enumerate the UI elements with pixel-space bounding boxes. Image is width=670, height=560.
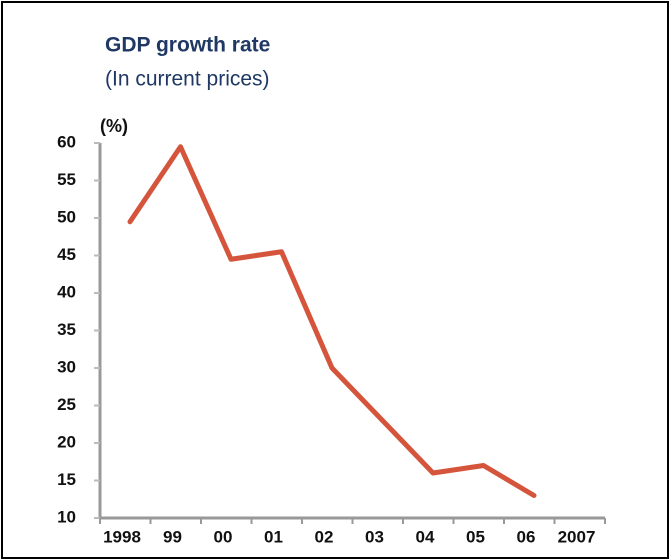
x-tick-label: 05 <box>466 527 485 546</box>
y-tick-label: 30 <box>57 357 76 376</box>
x-tick-label: 03 <box>365 527 384 546</box>
chart-subtitle: (In current prices) <box>105 68 270 91</box>
y-tick-label: 10 <box>57 507 76 526</box>
x-tick-label: 04 <box>416 527 435 546</box>
y-tick-label: 35 <box>57 320 76 339</box>
chart-title: GDP growth rate <box>105 34 270 57</box>
y-tick-label: 25 <box>57 395 76 414</box>
y-tick-label: 55 <box>57 170 76 189</box>
x-tick-label: 06 <box>517 527 536 546</box>
y-tick-label: 15 <box>57 470 76 489</box>
y-tick-label: 20 <box>57 432 76 451</box>
x-tick-label: 01 <box>264 527 283 546</box>
x-tick-label: 99 <box>163 527 182 546</box>
y-tick-label: 45 <box>57 245 76 264</box>
y-tick-label: 60 <box>57 132 76 151</box>
y-axis-label: (%) <box>100 116 128 136</box>
y-tick-label: 50 <box>57 207 76 226</box>
x-tick-label: 02 <box>315 527 334 546</box>
x-tick-label: 00 <box>214 527 233 546</box>
x-tick-label: 1998 <box>103 527 141 546</box>
data-line <box>127 144 537 498</box>
x-tick-label: 2007 <box>558 527 596 546</box>
y-tick-label: 40 <box>57 282 76 301</box>
